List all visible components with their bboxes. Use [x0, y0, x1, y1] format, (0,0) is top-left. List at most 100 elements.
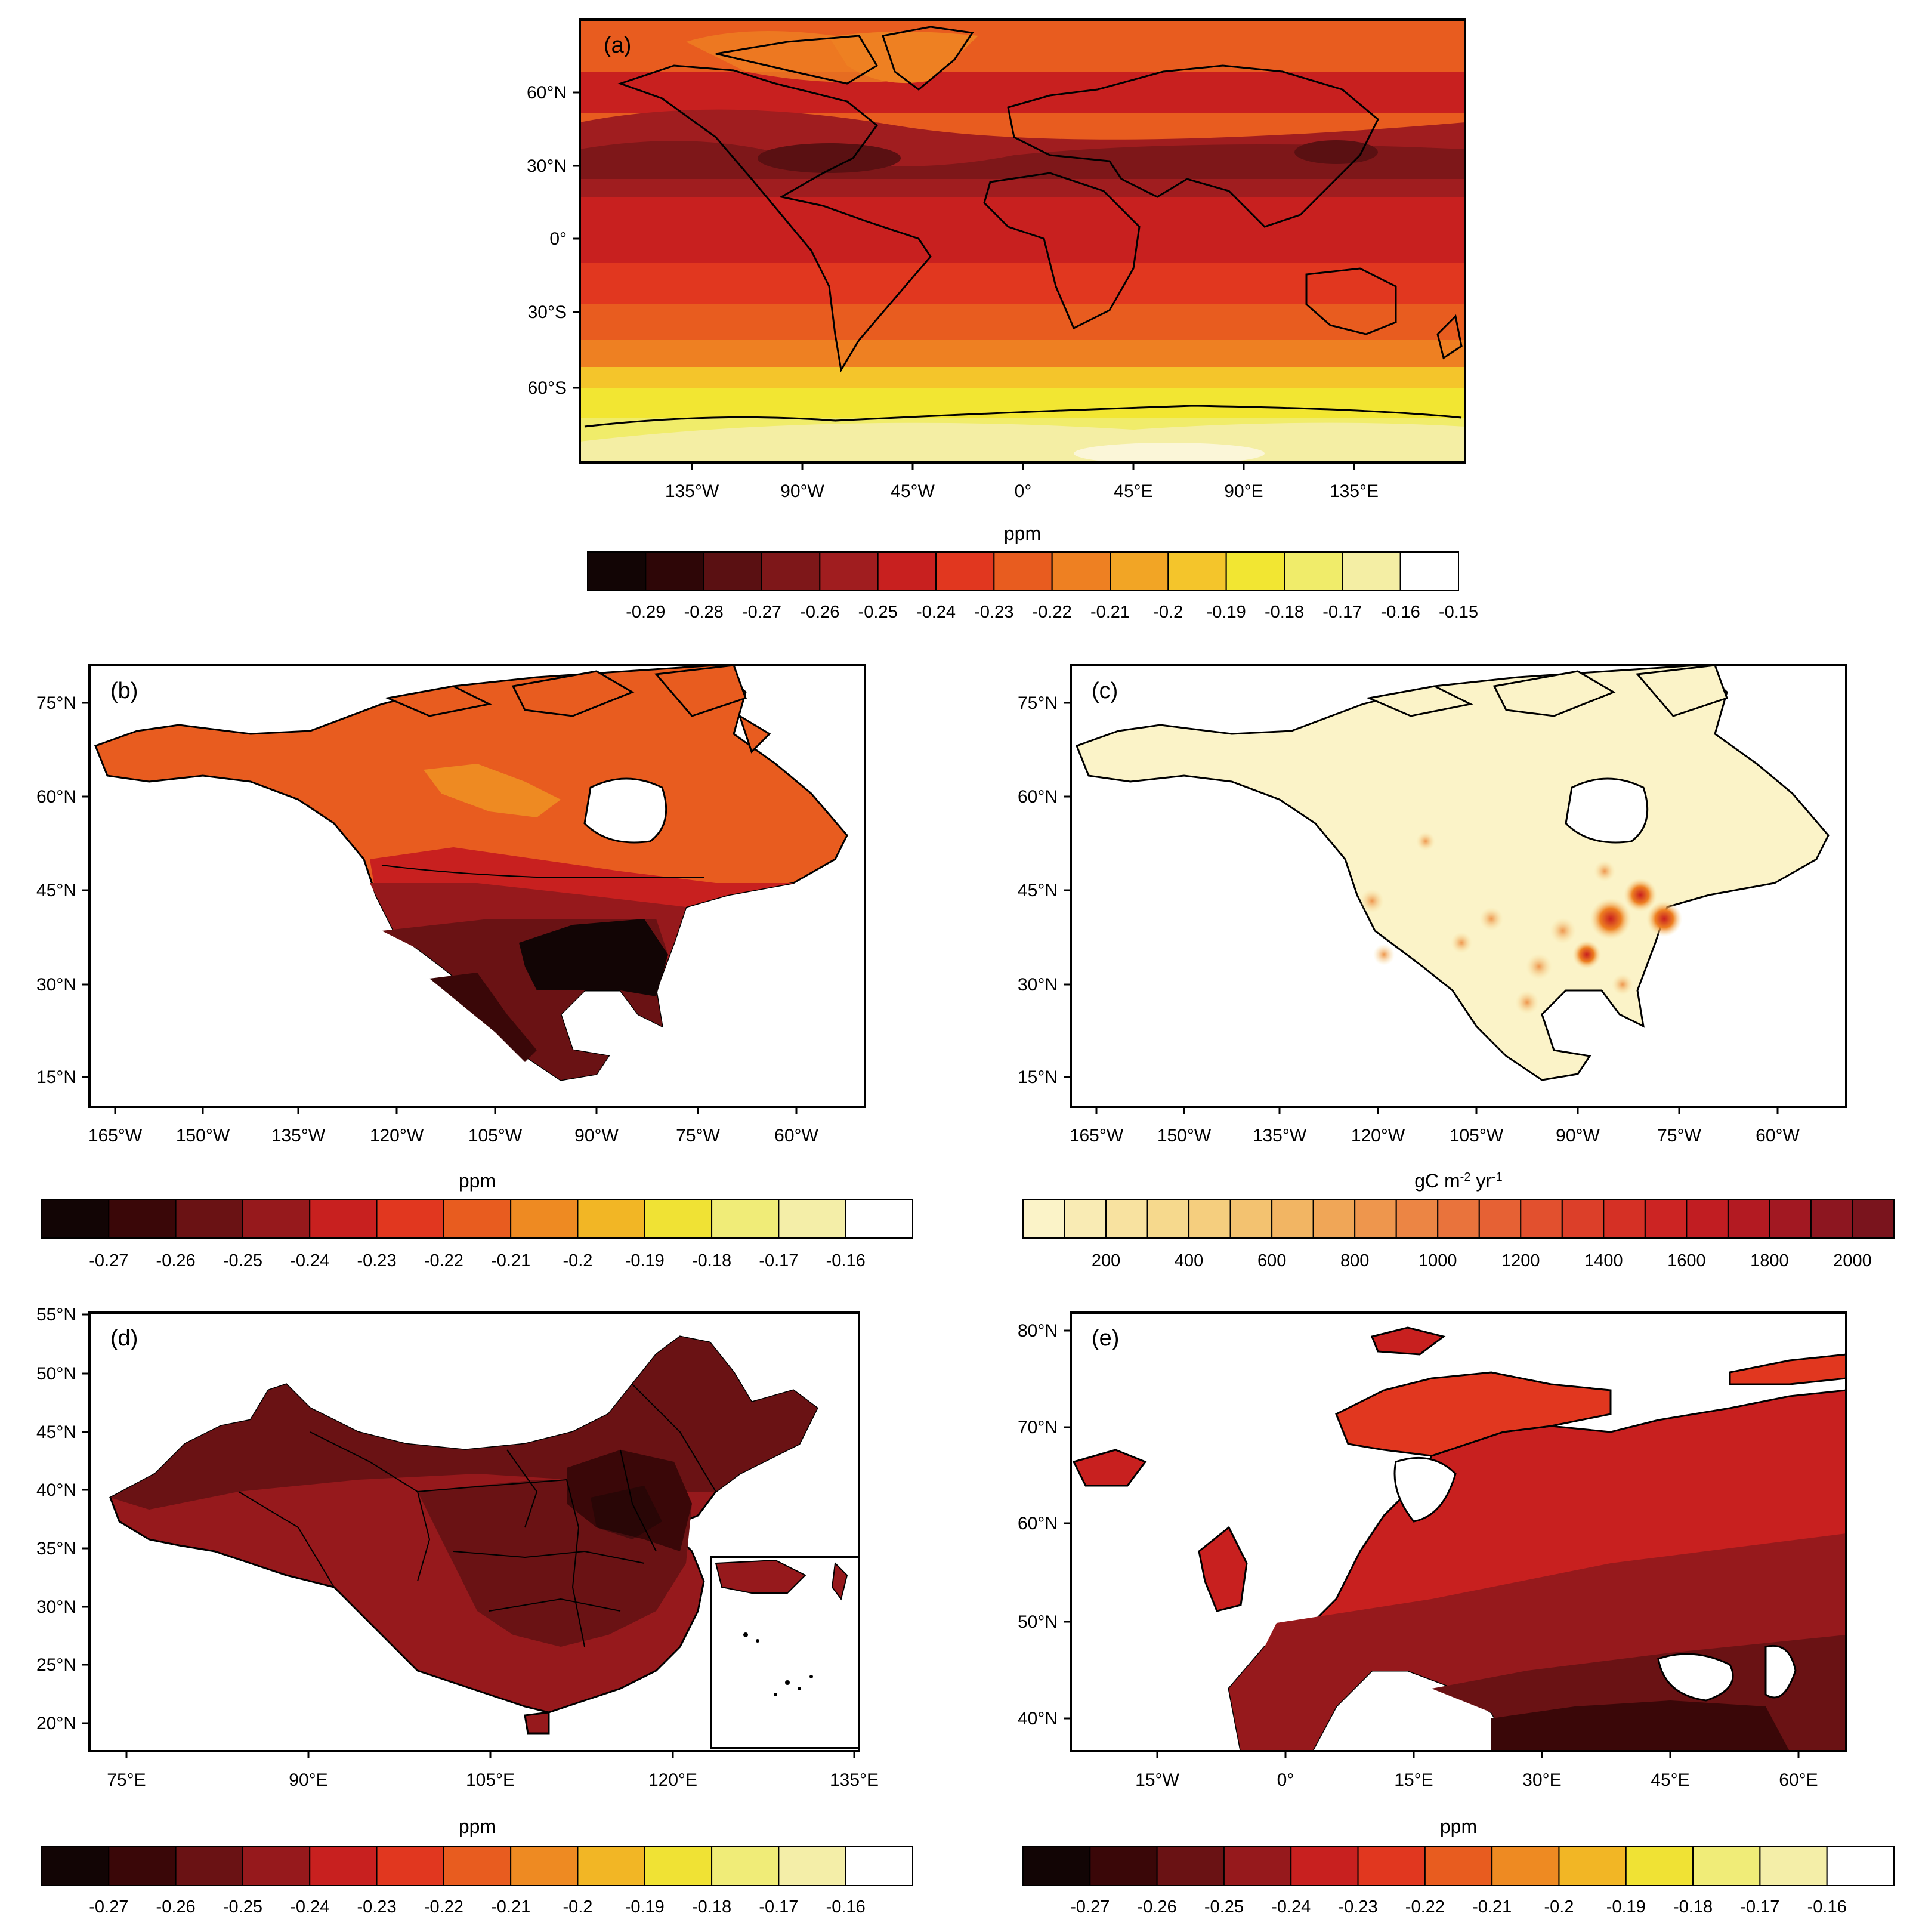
panel-c-colorbar-swatch	[1064, 1199, 1107, 1239]
panel-e-lon-tick-label: 30°E	[1522, 1770, 1561, 1790]
panel-a-lon-tick-label: 45°E	[1114, 482, 1152, 501]
panel-a-lat-tick-label: 0°	[549, 229, 567, 249]
panel-d-lon-tick-label: 90°E	[289, 1770, 327, 1790]
panel-b-frame	[88, 664, 866, 1108]
panel-c-colorbar-swatch	[1395, 1199, 1439, 1239]
panel-d-lat-tick-label: 30°N	[36, 1597, 76, 1617]
panel-d-colorbar-label: -0.18	[692, 1897, 731, 1916]
panel-c-colorbar-swatch	[1312, 1199, 1356, 1239]
panel-d-colorbar-swatch	[41, 1846, 110, 1886]
panel-c-colorbar-label: 400	[1175, 1251, 1203, 1270]
panel-e-colorbar-swatch	[1357, 1846, 1426, 1886]
panel-a-colorbar-label: -0.2	[1153, 603, 1183, 622]
panel-a-colorbar-label: -0.15	[1439, 603, 1478, 622]
panel-c-lon-tick-label: 135°W	[1253, 1126, 1307, 1146]
panel-d-colorbar-label: -0.19	[625, 1897, 665, 1916]
panel-a-colorbar-label: -0.19	[1207, 603, 1246, 622]
panel-d-colorbar-swatch	[376, 1846, 444, 1886]
panel-b-colorbar-swatch	[376, 1199, 444, 1239]
panel-c-colorbar-label: 2000	[1833, 1251, 1872, 1270]
panel-a-coastlines	[584, 26, 1463, 428]
colorbars: -0.29 -0.28 -0.27 -0.26 -0.25 -0.24 -0.23 -0.22…	[41, 551, 1895, 1916]
panel-a-colorbar-label: -0.28	[684, 603, 724, 622]
panel-a-unit: ppm	[1004, 523, 1041, 544]
panel-a-lat-tick-label: 60°N	[527, 83, 567, 103]
panel-a-lat-tick-label: 60°S	[528, 378, 567, 398]
panel-d-colorbar-label: -0.27	[89, 1897, 128, 1916]
panel-a-colorbar-swatch	[1167, 551, 1227, 591]
panel-b-colorbar-label: -0.22	[424, 1251, 463, 1270]
panel-a-lon-tick-label: 135°W	[665, 482, 719, 501]
panel-b-lon-tick-label: 75°W	[676, 1126, 720, 1146]
panel-e-colorbar-swatch	[1290, 1846, 1359, 1886]
panel-e-colorbar-swatch	[1089, 1846, 1158, 1886]
panel-b-lon-tick-label: 120°W	[370, 1126, 424, 1146]
panel-c-colorbar-label: 1000	[1419, 1251, 1457, 1270]
panel-c-colorbar-label: 600	[1257, 1251, 1286, 1270]
panel-c-colorbar-swatch	[1644, 1199, 1688, 1239]
panel-a-lon-tick-label: 0°	[1015, 482, 1032, 501]
panel-d-colorbar-swatch	[175, 1846, 243, 1886]
panel-c-colorbar-label: 1200	[1501, 1251, 1540, 1270]
panel-d-label: (d)	[110, 1326, 138, 1351]
panel-b-colorbar-swatch	[577, 1199, 645, 1239]
panel-e-label: (e)	[1092, 1326, 1119, 1351]
panel-a-label: (a)	[604, 33, 631, 58]
panel-c-lon-tick-label: 165°W	[1070, 1126, 1124, 1146]
panel-b-colorbar-label: -0.17	[759, 1251, 798, 1270]
panel-e-colorbar-swatch	[1223, 1846, 1292, 1886]
panel-b-colorbar-swatch	[108, 1199, 177, 1239]
panel-e-colorbar-label: -0.23	[1338, 1897, 1377, 1916]
panel-d-frame	[88, 1311, 860, 1752]
panel-e-colorbar-swatch	[1759, 1846, 1828, 1886]
panel-b-colorbar-swatch	[309, 1199, 378, 1239]
panel-a-lon-tick-label: 45°W	[891, 482, 935, 501]
panel-e-colorbar-label: -0.27	[1070, 1897, 1110, 1916]
panel-d-lat-tick-label: 35°N	[36, 1539, 76, 1558]
panel-e-lat-tick-label: 60°N	[1018, 1514, 1058, 1533]
panel-d-colorbar-label: -0.25	[223, 1897, 262, 1916]
panel-b-colorbar-label: -0.18	[692, 1251, 731, 1270]
panel-c-label: (c)	[1092, 678, 1118, 703]
panel-d-lat-tick-label: 40°N	[36, 1480, 76, 1500]
panel-c-frame	[1070, 664, 1847, 1108]
panel-e-colorbar-label: -0.17	[1740, 1897, 1779, 1916]
panel-c-colorbar-label: 200	[1092, 1251, 1120, 1270]
panel-a-colorbar-swatch	[761, 551, 821, 591]
panel-b-colorbar-swatch	[711, 1199, 780, 1239]
panel-a-colorbar-label: -0.29	[626, 603, 665, 622]
panel-b-lat-tick-label: 30°N	[36, 975, 76, 995]
panel-d-colorbar-label: -0.23	[357, 1897, 396, 1916]
panel-c-colorbar-swatch	[1478, 1199, 1522, 1239]
panel-c-unit-mid: yr	[1470, 1170, 1492, 1192]
panel-e-colorbar-swatch	[1625, 1846, 1694, 1886]
panel-b-colorbar-swatch	[41, 1199, 110, 1239]
panel-a-colorbar-label: -0.27	[742, 603, 781, 622]
panel-d-colorbar-label: -0.26	[156, 1897, 196, 1916]
panel-b-lon-tick-label: 135°W	[271, 1126, 326, 1146]
panel-e-frame	[1070, 1311, 1847, 1752]
panel-a-colorbar-swatch	[1399, 551, 1460, 591]
panel-a-colorbar-swatch	[1225, 551, 1285, 591]
panel-c-lat-tick-label: 75°N	[1018, 693, 1058, 713]
panel-c-emission-hotspots	[1360, 832, 1682, 1014]
panel-b-colorbar-label: -0.26	[156, 1251, 196, 1270]
panel-a-colorbar-label: -0.25	[858, 603, 898, 622]
panel-a-colorbar-swatch	[1342, 551, 1401, 591]
panel-e-colorbar-swatch	[1424, 1846, 1493, 1886]
panel-c-lon-tick-label: 75°W	[1657, 1126, 1701, 1146]
panel-c-unit: gC m-2 yr-1	[1414, 1170, 1503, 1192]
panel-a-colorbar-swatch	[645, 551, 704, 591]
panel-c-colorbar-swatch	[1146, 1199, 1190, 1239]
panel-b-islands	[384, 665, 771, 754]
panel-c-colorbar-swatch	[1354, 1199, 1397, 1239]
panel-a-colorbar-swatch	[587, 551, 647, 591]
panel-c-lon-tick-label: 150°W	[1157, 1126, 1212, 1146]
panel-a-colorbar-label: -0.16	[1381, 603, 1420, 622]
panel-d-colorbar-swatch	[711, 1846, 780, 1886]
panel-b-colorbar-label: -0.2	[563, 1251, 592, 1270]
panel-a-lon-tick-label: 135°E	[1330, 482, 1379, 501]
panel-e-map	[1070, 1311, 1847, 1752]
panel-b-unit: ppm	[459, 1170, 496, 1192]
panel-d-map	[88, 1311, 860, 1752]
